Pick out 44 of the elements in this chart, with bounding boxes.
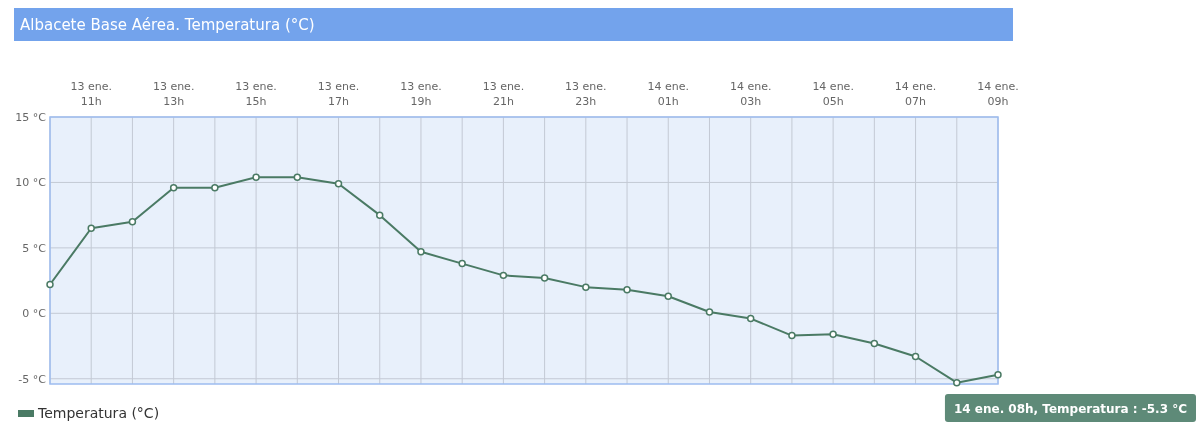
point — [788, 331, 796, 340]
point — [953, 378, 961, 387]
x-tick-label: 14 ene. 05h — [812, 80, 854, 108]
point — [829, 330, 837, 338]
point — [664, 292, 672, 301]
point — [169, 183, 178, 192]
x-tick-label: 13 ene. 11h — [70, 80, 112, 108]
x-tick-label: 14 ene. 03h — [729, 80, 772, 108]
point — [128, 217, 137, 226]
point — [46, 280, 54, 289]
x-tick-label: 13 ene. 19h — [400, 80, 442, 108]
point — [417, 248, 425, 256]
chart-title: Albacete Base Aérea. Temperatura (°C) — [20, 16, 315, 34]
point — [582, 283, 590, 291]
x-tick-label: 14 ene. 09h — [977, 80, 1019, 108]
point — [994, 371, 1002, 379]
point — [293, 173, 302, 181]
point — [252, 173, 260, 181]
x-tick-label: 13 ene. 13h — [152, 80, 195, 108]
point — [911, 352, 920, 361]
y-tick-label: -5 °C — [18, 372, 47, 386]
point — [376, 211, 384, 219]
y-tick-label: 0 °C — [22, 307, 47, 321]
point — [87, 224, 95, 232]
y-tick-label: 5 °C — [22, 241, 47, 255]
x-tick-label: 13 ene. 15h — [235, 80, 277, 108]
x-tick-label: 13 ene. 17h — [317, 80, 360, 108]
legend-label: Temperatura (°C) — [37, 405, 160, 421]
point — [499, 271, 508, 280]
point — [458, 259, 466, 268]
x-tick-label: 14 ene. 07h — [894, 80, 937, 108]
y-tick-label: 15 °C — [15, 111, 47, 124]
point — [211, 183, 219, 192]
y-tick-label: 10 °C — [15, 176, 47, 190]
x-tick-label: 13 ene. 23h — [565, 80, 607, 108]
text: 14 ene. 08h, Temperatura : -5.3 °C — [953, 402, 1188, 416]
point — [870, 339, 879, 348]
x-tick-label: 13 ene. 21h — [482, 80, 525, 108]
point — [746, 314, 755, 323]
x-tick-label: 14 ene. 01h — [647, 80, 690, 108]
point — [705, 308, 714, 316]
point — [540, 274, 549, 282]
point — [623, 286, 631, 294]
point — [334, 180, 343, 188]
